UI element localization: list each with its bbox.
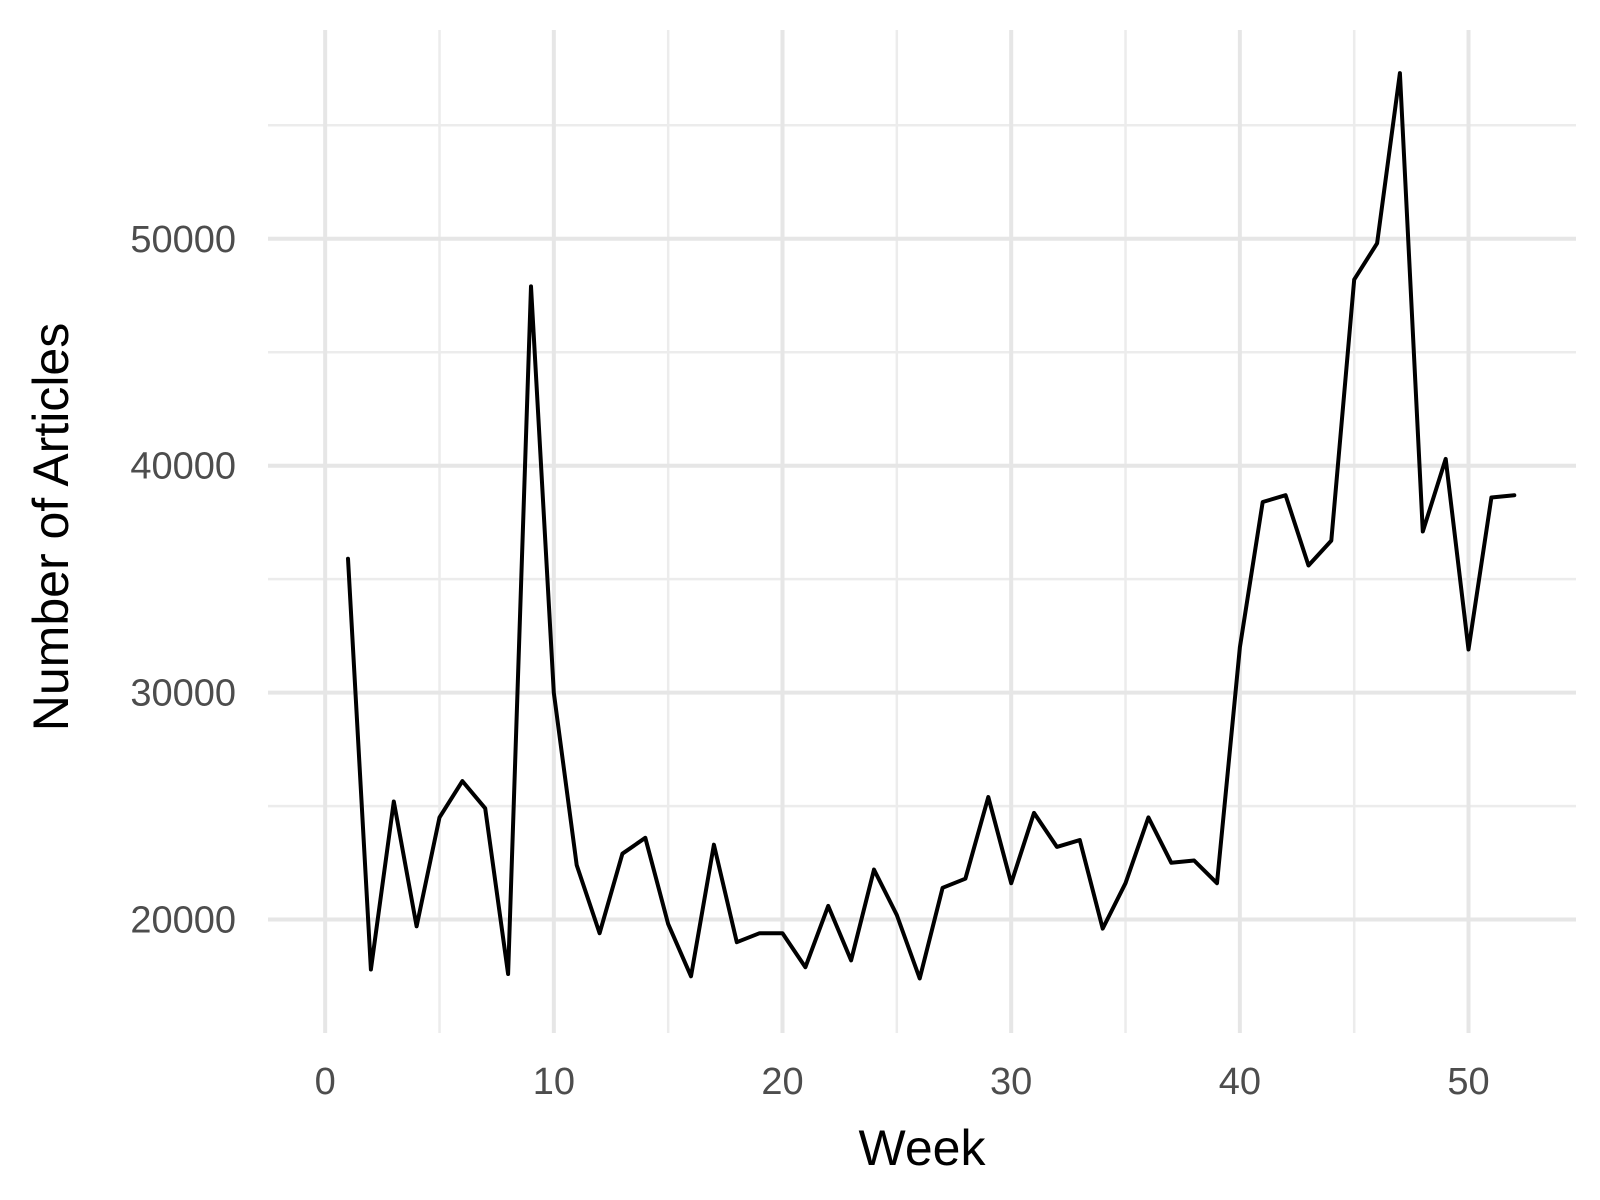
series-layer [346, 71, 1517, 981]
y-tick-label: 50000 [130, 219, 236, 261]
y-tick-label: 30000 [130, 673, 236, 715]
y-axis-title: Number of Articles [23, 323, 79, 731]
y-tick-label: 20000 [130, 900, 236, 942]
minor-gridlines [268, 30, 1576, 1033]
y-tick-labels: 20000 30000 40000 50000 [130, 219, 236, 942]
x-tick-label: 10 [533, 1061, 575, 1103]
x-tick-label: 40 [1219, 1061, 1261, 1103]
major-gridlines [268, 30, 1576, 1033]
series-line [346, 71, 1517, 981]
x-axis-title: Week [859, 1120, 987, 1176]
x-tick-labels: 0 10 20 30 40 50 [315, 1061, 1490, 1103]
y-tick-label: 40000 [130, 446, 236, 488]
x-tick-label: 30 [990, 1061, 1032, 1103]
x-tick-label: 0 [315, 1061, 336, 1103]
x-tick-label: 50 [1447, 1061, 1489, 1103]
x-tick-label: 20 [761, 1061, 803, 1103]
